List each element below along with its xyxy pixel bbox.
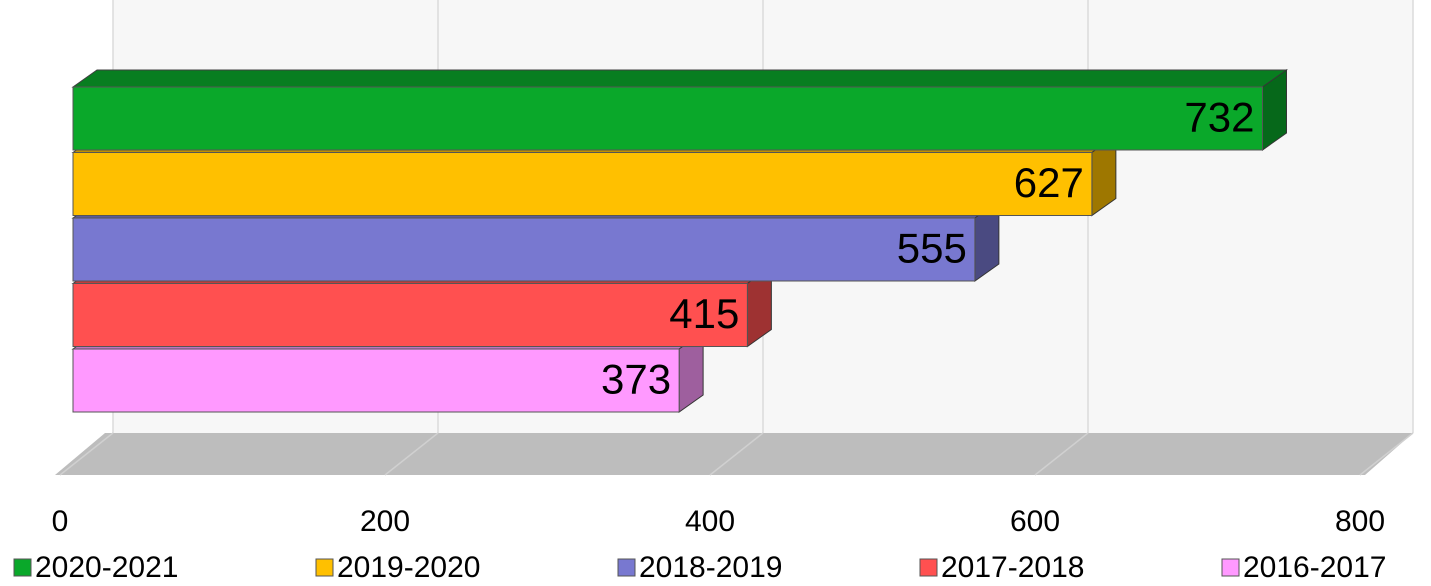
legend-marker bbox=[315, 558, 334, 577]
floor-grid-line bbox=[1034, 432, 1089, 476]
bar bbox=[72, 86, 1263, 151]
plot: 0 200 400 600 800 373 415 555 627 732 2020-2021 201… bbox=[13, 0, 1414, 584]
bar-top bbox=[71, 69, 1289, 88]
x-tick-label: 0 bbox=[52, 505, 69, 538]
bar bbox=[72, 152, 1093, 216]
data-label: 555 bbox=[897, 225, 967, 272]
data-label: 415 bbox=[669, 290, 739, 337]
data-label: 732 bbox=[1184, 94, 1254, 141]
bar bbox=[72, 283, 748, 347]
floor-grid-line bbox=[59, 432, 114, 476]
x-tick-label: 800 bbox=[1335, 505, 1385, 538]
floor-grid-line bbox=[709, 432, 764, 476]
legend-marker bbox=[617, 558, 636, 577]
legend-label: 2017-2018 bbox=[941, 551, 1084, 584]
legend-label: 2020-2021 bbox=[35, 551, 178, 584]
bar bbox=[72, 217, 976, 282]
data-label: 627 bbox=[1014, 159, 1084, 206]
x-tick-label: 600 bbox=[1010, 505, 1060, 538]
floor-grid-line bbox=[1359, 432, 1414, 476]
legend-label: 2016-2017 bbox=[1243, 551, 1386, 584]
floor bbox=[55, 433, 1413, 475]
legend-marker bbox=[919, 558, 938, 577]
data-label: 373 bbox=[601, 356, 671, 403]
x-tick-label: 200 bbox=[360, 505, 410, 538]
legend-label: 2018-2019 bbox=[639, 551, 782, 584]
legend-marker bbox=[1221, 558, 1240, 577]
floor-grid-line bbox=[384, 432, 439, 476]
legend-label: 2019-2020 bbox=[337, 551, 480, 584]
legend-marker bbox=[13, 558, 32, 577]
bar bbox=[72, 348, 680, 413]
x-tick-label: 400 bbox=[685, 505, 735, 538]
